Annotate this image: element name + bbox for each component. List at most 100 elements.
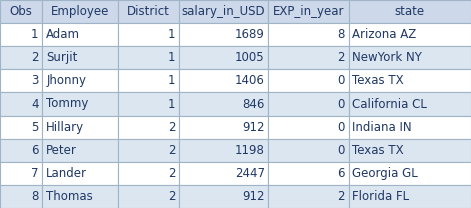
Text: 1005: 1005 xyxy=(235,51,265,64)
Bar xyxy=(0,69,42,92)
Text: 2: 2 xyxy=(168,190,175,203)
Text: 2: 2 xyxy=(31,51,39,64)
Bar xyxy=(179,162,268,185)
Bar xyxy=(118,185,179,208)
Bar xyxy=(179,185,268,208)
Bar xyxy=(179,0,268,23)
Bar xyxy=(349,162,471,185)
Text: 1: 1 xyxy=(168,98,175,110)
Text: Indiana IN: Indiana IN xyxy=(352,121,412,134)
Bar xyxy=(42,0,118,23)
Bar xyxy=(349,23,471,46)
Bar xyxy=(349,92,471,116)
Bar xyxy=(179,116,268,139)
Text: 0: 0 xyxy=(337,121,345,134)
Text: 1406: 1406 xyxy=(235,74,265,87)
Text: EXP_in_year: EXP_in_year xyxy=(273,5,344,18)
Bar xyxy=(0,139,42,162)
Text: Tommy: Tommy xyxy=(46,98,89,110)
Bar xyxy=(0,0,42,23)
Bar xyxy=(42,139,118,162)
Bar xyxy=(0,162,42,185)
Text: 4: 4 xyxy=(31,98,39,110)
Text: 2: 2 xyxy=(337,190,345,203)
Bar xyxy=(349,116,471,139)
Text: 912: 912 xyxy=(242,190,265,203)
Bar xyxy=(268,0,349,23)
Text: 2: 2 xyxy=(168,121,175,134)
Bar xyxy=(118,46,179,69)
Bar xyxy=(179,139,268,162)
Bar xyxy=(179,23,268,46)
Text: 1198: 1198 xyxy=(235,144,265,157)
Bar xyxy=(349,0,471,23)
Text: 2: 2 xyxy=(337,51,345,64)
Text: Peter: Peter xyxy=(46,144,77,157)
Bar xyxy=(268,139,349,162)
Text: Georgia GL: Georgia GL xyxy=(352,167,418,180)
Text: 6: 6 xyxy=(31,144,39,157)
Bar xyxy=(268,185,349,208)
Text: 1: 1 xyxy=(168,28,175,41)
Text: 2: 2 xyxy=(168,144,175,157)
Bar xyxy=(268,162,349,185)
Bar xyxy=(118,92,179,116)
Bar xyxy=(179,69,268,92)
Text: 1: 1 xyxy=(168,51,175,64)
Bar xyxy=(42,69,118,92)
Text: Texas TX: Texas TX xyxy=(352,144,404,157)
Text: 0: 0 xyxy=(337,144,345,157)
Text: Jhonny: Jhonny xyxy=(46,74,86,87)
Bar xyxy=(118,23,179,46)
Bar xyxy=(42,185,118,208)
Text: 1689: 1689 xyxy=(235,28,265,41)
Bar xyxy=(42,46,118,69)
Text: California CL: California CL xyxy=(352,98,427,110)
Text: 2: 2 xyxy=(168,167,175,180)
Text: Thomas: Thomas xyxy=(46,190,93,203)
Text: Employee: Employee xyxy=(51,5,109,18)
Text: Hillary: Hillary xyxy=(46,121,84,134)
Text: 0: 0 xyxy=(337,98,345,110)
Bar xyxy=(179,46,268,69)
Text: Texas TX: Texas TX xyxy=(352,74,404,87)
Bar xyxy=(0,92,42,116)
Bar xyxy=(0,23,42,46)
Text: NewYork NY: NewYork NY xyxy=(352,51,422,64)
Bar xyxy=(268,92,349,116)
Bar xyxy=(118,162,179,185)
Text: 1: 1 xyxy=(168,74,175,87)
Bar xyxy=(349,46,471,69)
Bar xyxy=(349,69,471,92)
Bar xyxy=(42,116,118,139)
Bar xyxy=(349,185,471,208)
Bar xyxy=(179,92,268,116)
Bar xyxy=(268,116,349,139)
Text: salary_in_USD: salary_in_USD xyxy=(182,5,266,18)
Text: 0: 0 xyxy=(337,74,345,87)
Bar xyxy=(268,69,349,92)
Text: state: state xyxy=(395,5,425,18)
Bar xyxy=(118,69,179,92)
Text: 7: 7 xyxy=(31,167,39,180)
Text: 846: 846 xyxy=(242,98,265,110)
Text: Florida FL: Florida FL xyxy=(352,190,409,203)
Text: 2447: 2447 xyxy=(235,167,265,180)
Text: Lander: Lander xyxy=(46,167,87,180)
Bar xyxy=(268,46,349,69)
Text: 8: 8 xyxy=(337,28,345,41)
Text: 3: 3 xyxy=(31,74,39,87)
Bar xyxy=(0,46,42,69)
Text: Adam: Adam xyxy=(46,28,80,41)
Bar xyxy=(349,139,471,162)
Bar xyxy=(42,162,118,185)
Bar xyxy=(0,185,42,208)
Text: 1: 1 xyxy=(31,28,39,41)
Text: Surjit: Surjit xyxy=(46,51,78,64)
Text: 6: 6 xyxy=(337,167,345,180)
Text: 5: 5 xyxy=(31,121,39,134)
Text: 912: 912 xyxy=(242,121,265,134)
Bar xyxy=(0,116,42,139)
Bar xyxy=(118,139,179,162)
Text: Obs: Obs xyxy=(10,5,32,18)
